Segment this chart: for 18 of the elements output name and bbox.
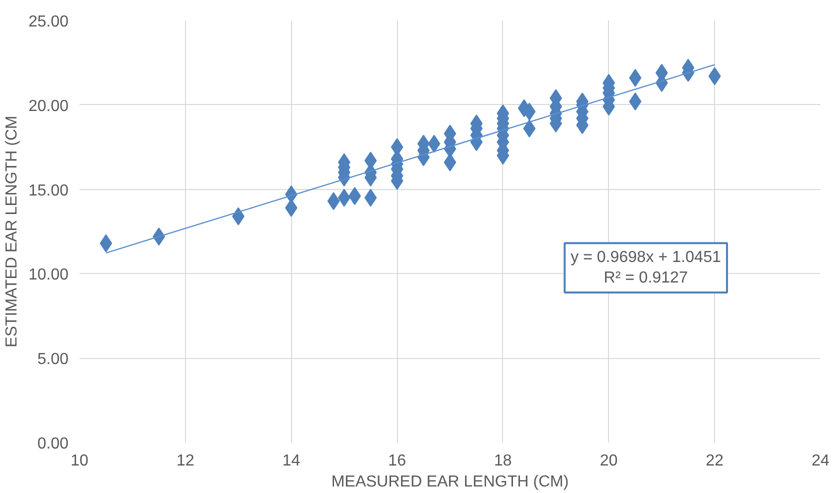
- y-tick-label: 20.00: [28, 98, 69, 115]
- x-tick-label: 10: [70, 452, 88, 470]
- x-tick-label: 18: [494, 452, 512, 470]
- x-tick-label: 14: [282, 452, 300, 470]
- y-tick-label: 5.00: [37, 351, 69, 368]
- x-tick-label: 24: [812, 452, 830, 470]
- annotation: y = 0.9698x + 1.0451: [570, 249, 722, 266]
- x-tick-label: 16: [388, 452, 406, 470]
- x-tick-label: 20: [600, 452, 618, 470]
- x-axis-title: MEASURED EAR LENGTH (CM): [331, 474, 569, 490]
- y-tick-label: 15.00: [28, 182, 69, 200]
- y-tick-label: 0.00: [37, 436, 69, 452]
- y-tick-label: 25.00: [28, 14, 69, 30]
- x-tick-label: 22: [706, 452, 724, 470]
- y-axis-title: ESTIMATED EAR LENGTH (CM: [3, 116, 20, 348]
- annotation: R² = 0.9127: [604, 269, 688, 286]
- x-tick-label: 12: [176, 452, 194, 470]
- y-tick-label: 10.00: [28, 266, 69, 284]
